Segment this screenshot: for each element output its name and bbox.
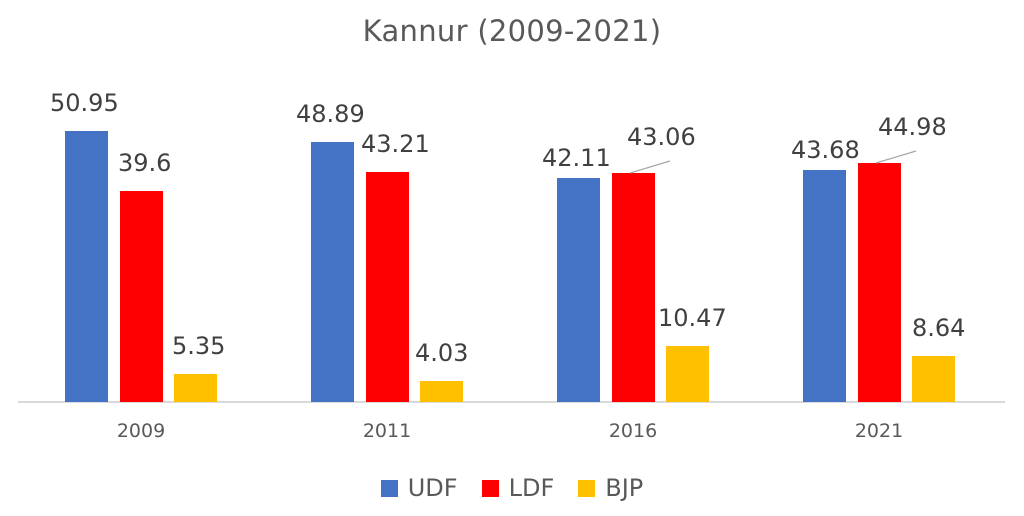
legend-label-ldf: LDF <box>508 474 555 502</box>
bar-ldf-2011 <box>366 172 409 402</box>
bar-udf-2009 <box>65 131 108 402</box>
value-label-ldf-2016: 43.06 <box>627 123 696 151</box>
legend-item-ldf: LDF <box>481 474 555 502</box>
value-label-bjp-2016: 10.47 <box>658 304 727 332</box>
value-label-udf-2021: 43.68 <box>791 136 860 164</box>
bar-bjp-2009 <box>174 374 217 402</box>
legend: UDF LDF BJP <box>0 474 1024 502</box>
value-label-ldf-2011: 43.21 <box>361 130 430 158</box>
value-label-udf-2011: 48.89 <box>296 100 365 128</box>
bar-bjp-2016 <box>666 346 709 402</box>
legend-item-udf: UDF <box>380 474 458 502</box>
x-tick-label-2021: 2021 <box>854 420 904 442</box>
value-label-bjp-2011: 4.03 <box>415 339 469 367</box>
value-label-udf-2009: 50.95 <box>50 89 119 117</box>
bar-ldf-2009 <box>120 191 163 402</box>
chart-title: Kannur (2009-2021) <box>362 14 662 48</box>
x-tick-label-2011: 2011 <box>362 420 412 442</box>
bar-udf-2021 <box>803 170 846 402</box>
bar-bjp-2021 <box>912 356 955 402</box>
value-label-ldf-2009: 39.6 <box>118 149 172 177</box>
value-label-bjp-2009: 5.35 <box>172 332 226 360</box>
bar-udf-2016 <box>557 178 600 402</box>
legend-item-bjp: BJP <box>578 474 643 502</box>
x-tick-label-2016: 2016 <box>608 420 658 442</box>
value-label-udf-2016: 42.11 <box>542 144 611 172</box>
legend-swatch-bjp <box>578 479 596 497</box>
value-label-ldf-2021: 44.98 <box>878 113 947 141</box>
bar-ldf-2016 <box>612 173 655 402</box>
legend-swatch-ldf <box>481 479 499 497</box>
legend-swatch-udf <box>380 479 398 497</box>
bar-ldf-2021 <box>858 163 901 402</box>
legend-label-udf: UDF <box>407 474 458 502</box>
legend-label-bjp: BJP <box>605 474 644 502</box>
x-axis-line <box>18 401 1005 403</box>
value-label-bjp-2021: 8.64 <box>912 314 966 342</box>
bar-udf-2011 <box>311 142 354 402</box>
x-tick-label-2009: 2009 <box>116 420 166 442</box>
bar-bjp-2011 <box>420 381 463 402</box>
